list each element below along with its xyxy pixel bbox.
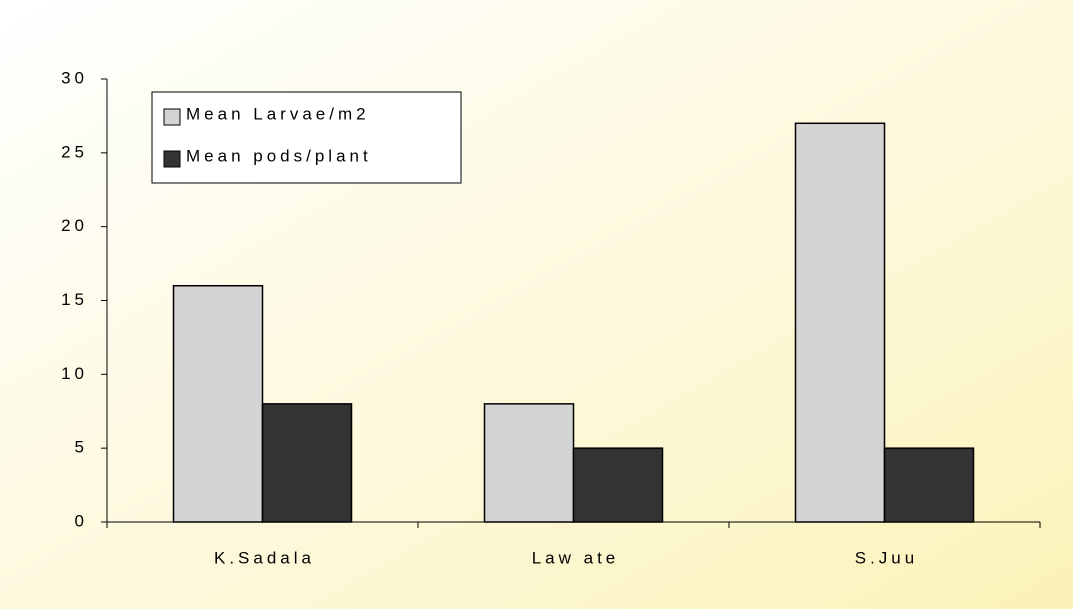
y-tick-label: 15 bbox=[61, 290, 88, 309]
y-tick-label: 25 bbox=[61, 142, 88, 161]
y-tick-label: 20 bbox=[61, 216, 88, 235]
y-tick-label: 30 bbox=[61, 68, 88, 87]
bar bbox=[261, 403, 353, 523]
x-tick-label: Law ate bbox=[532, 548, 620, 567]
y-tick-label: 10 bbox=[61, 364, 88, 383]
y-tick-label: 0 bbox=[75, 511, 88, 530]
bar bbox=[572, 447, 664, 523]
x-tick-label: S.Juu bbox=[855, 548, 918, 567]
bar bbox=[794, 122, 886, 523]
x-tick-label: K.Sadala bbox=[214, 548, 315, 567]
legend-box bbox=[151, 91, 462, 184]
bar bbox=[172, 284, 264, 523]
legend-label: Mean Larvae/m2 bbox=[186, 104, 370, 123]
legend-label: Mean pods/plant bbox=[186, 146, 372, 165]
y-tick-label: 5 bbox=[75, 438, 88, 457]
legend-swatch bbox=[163, 150, 181, 168]
bar bbox=[883, 447, 975, 523]
legend-swatch bbox=[163, 108, 181, 126]
bar bbox=[483, 403, 575, 523]
